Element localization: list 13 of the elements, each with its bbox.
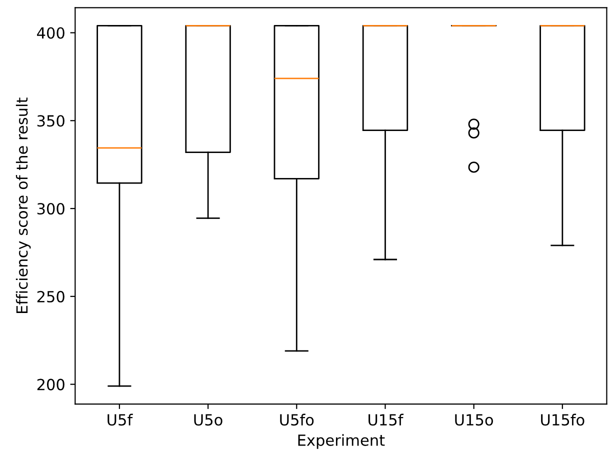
- x-tick-label: U15fo: [541, 414, 584, 426]
- x-tick-label: U15f: [368, 414, 404, 426]
- x-axis-title: Experiment: [298, 434, 385, 449]
- y-tick-label: 400: [37, 27, 64, 39]
- y-tick-label: 250: [37, 290, 64, 302]
- y-tick-label: 300: [37, 202, 64, 215]
- x-tick-label: U5f: [108, 414, 133, 426]
- y-tick-label: 350: [37, 115, 64, 127]
- x-tick-label: U5fo: [280, 414, 314, 426]
- y-axis-title: Efficiency score of the result: [16, 98, 31, 314]
- x-tick-label: U5o: [194, 414, 222, 426]
- y-tick-label: 200: [37, 378, 64, 390]
- x-tick-label: U15o: [455, 414, 493, 426]
